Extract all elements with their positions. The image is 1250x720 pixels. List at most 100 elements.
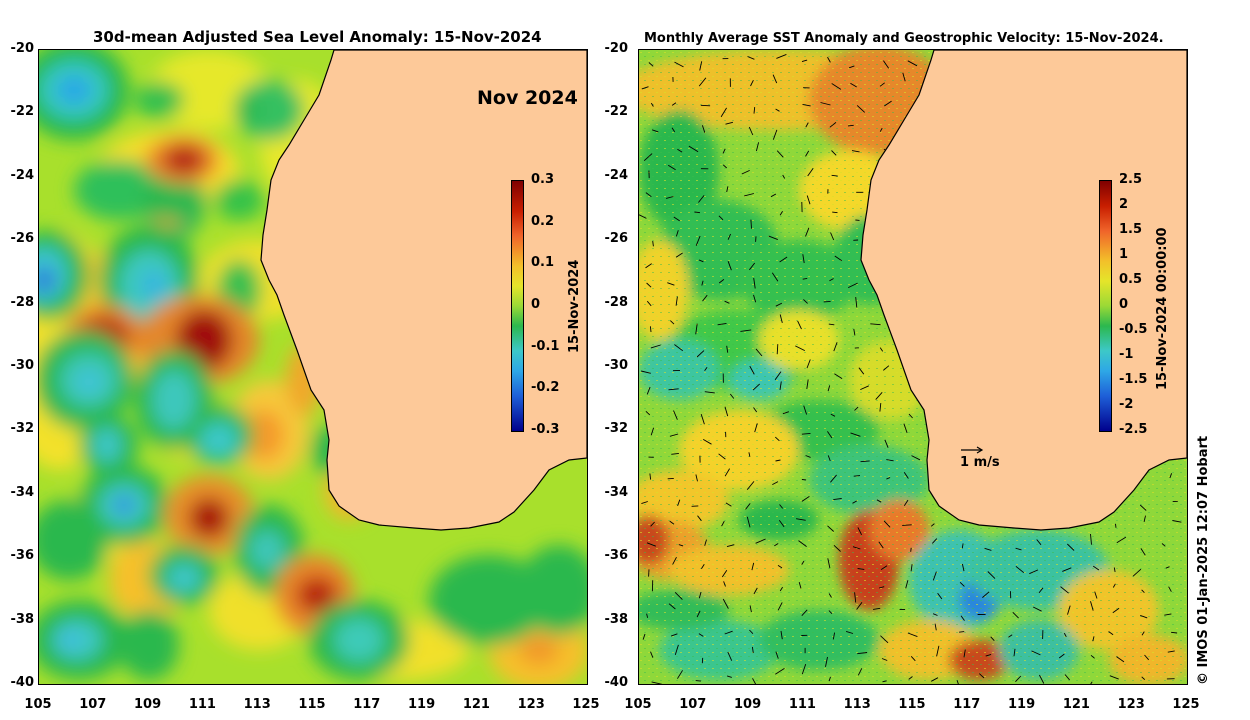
velocity-vector <box>806 195 811 205</box>
velocity-vector <box>1115 523 1117 528</box>
velocity-vector <box>1116 656 1125 663</box>
velocity-vector <box>961 563 965 572</box>
velocity-vector <box>934 623 937 631</box>
velocity-vector <box>828 323 835 326</box>
left-lon-tick: 115 <box>298 697 326 712</box>
velocity-vector <box>908 676 913 680</box>
velocity-vector <box>886 477 891 480</box>
sea-level-anomaly-map[interactable] <box>38 49 588 685</box>
sst-colorbar-tick: -2 <box>1119 397 1134 412</box>
geostrophic-velocity-vectors <box>639 53 1182 684</box>
left-lat-tick: -40 <box>10 675 35 690</box>
velocity-vector <box>987 571 996 579</box>
velocity-vector <box>1108 631 1114 636</box>
left-lat-tick: -30 <box>10 358 35 373</box>
velocity-scale-arrow <box>961 446 984 454</box>
sea-level-anomaly-plot <box>39 50 587 684</box>
velocity-vector <box>673 410 678 420</box>
velocity-vector <box>831 174 838 177</box>
velocity-vector <box>860 460 870 463</box>
velocity-vector <box>721 569 728 578</box>
velocity-vector <box>752 678 757 684</box>
velocity-vector <box>651 681 663 684</box>
velocity-vector <box>696 350 705 358</box>
velocity-vector <box>668 388 679 391</box>
velocity-vector <box>880 635 889 644</box>
velocity-vector <box>782 174 786 179</box>
velocity-vector <box>847 124 854 127</box>
sea-level-colorbar-label: 15-Nov-2024 <box>567 259 582 353</box>
right-lat-tick: -40 <box>604 675 629 690</box>
velocity-vector <box>667 164 676 171</box>
velocity-vector <box>754 423 758 433</box>
velocity-vector <box>1141 589 1145 594</box>
velocity-vector <box>936 645 940 657</box>
velocity-vector <box>1036 539 1042 546</box>
velocity-vector <box>1090 533 1092 545</box>
velocity-vector <box>873 607 881 610</box>
velocity-vector <box>753 277 756 289</box>
velocity-vector <box>830 413 836 417</box>
left-lat-tick: -26 <box>10 231 35 247</box>
velocity-vector <box>1109 675 1119 680</box>
right-lat-tick: -30 <box>604 358 629 373</box>
velocity-vector <box>695 235 701 246</box>
velocity-vector <box>673 216 680 222</box>
velocity-vector <box>702 439 712 445</box>
left-lat-tick: -38 <box>10 611 35 627</box>
left-lat-tick: -28 <box>10 294 35 310</box>
velocity-vector <box>650 651 654 658</box>
velocity-vector <box>851 150 860 153</box>
velocity-vector <box>875 392 883 400</box>
velocity-vector <box>883 520 891 528</box>
velocity-vector <box>782 411 790 415</box>
velocity-vector <box>959 631 965 633</box>
velocity-vector <box>930 523 935 527</box>
velocity-vector <box>984 547 992 551</box>
left-lat-tick: -36 <box>10 548 35 564</box>
velocity-vector <box>1058 653 1065 659</box>
velocity-vector <box>1062 567 1072 572</box>
sst-colorbar-tick: -0.5 <box>1119 322 1148 337</box>
velocity-vector <box>1113 567 1116 572</box>
velocity-vector <box>801 59 808 63</box>
velocity-vector <box>751 646 754 654</box>
sea-level-colorbar-tick: -0.3 <box>531 422 560 437</box>
velocity-vector <box>852 500 858 504</box>
velocity-vector <box>848 282 858 289</box>
left-lon-tick: 107 <box>79 697 107 712</box>
velocity-vector <box>753 294 757 303</box>
velocity-vector <box>857 527 863 536</box>
velocity-vector <box>905 580 909 589</box>
velocity-vector <box>774 543 779 547</box>
velocity-vector <box>902 524 912 526</box>
velocity-vector <box>1168 586 1172 592</box>
velocity-vector <box>671 452 679 455</box>
velocity-vector <box>1092 636 1095 642</box>
right-lat-tick: -26 <box>604 231 629 247</box>
right-lon-tick: 119 <box>1008 697 1036 712</box>
velocity-vector <box>772 129 778 140</box>
velocity-vector <box>639 214 647 219</box>
velocity-vector <box>831 83 842 90</box>
right-lat-tick: -20 <box>604 41 629 56</box>
velocity-vector <box>798 540 807 547</box>
right-lon-tick: 123 <box>1117 697 1145 712</box>
sst-anomaly-map[interactable] <box>638 49 1188 685</box>
velocity-vector <box>695 680 701 682</box>
sst-colorbar-tick: -1.5 <box>1119 372 1148 387</box>
velocity-vector <box>879 82 885 87</box>
velocity-vector <box>857 568 865 570</box>
velocity-vector <box>1144 654 1150 661</box>
velocity-vector <box>1029 569 1039 575</box>
sst-colorbar-label: 15-Nov-2024 00:00:00 <box>1155 227 1170 390</box>
velocity-vector <box>723 581 726 587</box>
velocity-vector <box>827 56 831 63</box>
velocity-vector <box>803 299 808 304</box>
velocity-vector <box>779 256 788 263</box>
velocity-vector <box>855 297 858 308</box>
velocity-vector <box>704 539 707 546</box>
velocity-vector <box>755 538 766 544</box>
velocity-vector <box>701 280 704 286</box>
velocity-vector <box>777 565 783 569</box>
